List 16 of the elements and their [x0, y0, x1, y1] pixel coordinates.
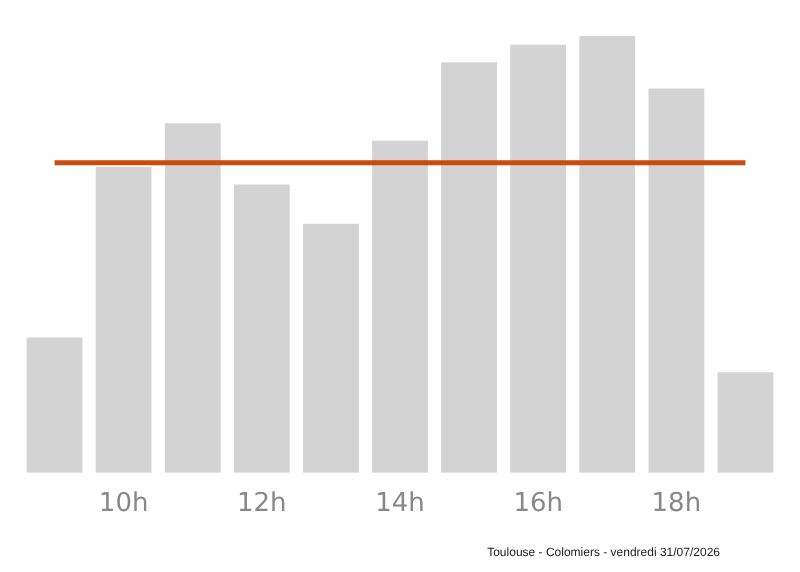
x-tick-label: 16h: [513, 489, 563, 520]
bar: [372, 140, 428, 473]
bar: [95, 167, 152, 473]
bar: [717, 372, 774, 473]
bar: [164, 123, 221, 473]
bar: [441, 62, 497, 473]
bar: [579, 36, 636, 473]
bar: [233, 184, 290, 473]
x-tick-label: 18h: [651, 489, 702, 520]
x-tick-label: 10h: [98, 489, 149, 520]
x-tick-label: 12h: [237, 489, 287, 520]
x-tick-label: 14h: [375, 489, 425, 520]
bar: [26, 337, 83, 473]
bar: [648, 88, 705, 473]
bar: [303, 223, 359, 473]
bar: [510, 44, 567, 473]
